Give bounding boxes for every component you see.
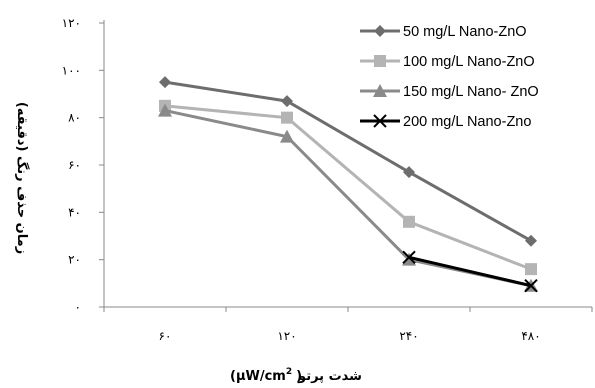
legend: 50 mg/L Nano-ZnO 100 mg/L Nano-ZnO 150 mg/… <box>360 24 539 130</box>
data-point <box>403 215 415 228</box>
legend-item-3: 150 mg/L Nano- ZnO <box>360 84 539 100</box>
y-tick-label: ۰ <box>75 300 81 314</box>
legend-marker <box>373 84 387 97</box>
y-axis-title: زمان حذف رنگ (دقیقه) <box>14 102 30 254</box>
x-marker-stroke <box>402 250 416 265</box>
data-point <box>158 103 172 117</box>
x-axis-title: شدت پرتو <box>297 369 362 384</box>
x-marker-stroke <box>524 278 538 293</box>
data-point <box>402 252 416 266</box>
y-tick-label: ۱۲۰ <box>62 16 81 30</box>
data-point <box>281 111 293 124</box>
data-point <box>403 166 415 179</box>
x-tick-label: ۱۲۰ <box>277 329 296 343</box>
series-line <box>408 255 532 288</box>
series-1 <box>159 76 537 247</box>
legend-item-1: 50 mg/L Nano-ZnO <box>360 24 527 40</box>
x-axis-unit-sup: 2 <box>286 367 292 377</box>
y-tick-label: ۶۰ <box>68 158 81 172</box>
legend-label: 200 mg/L Nano-Zno <box>403 114 531 130</box>
x-axis-unit: (μW/cm2) <box>230 367 302 384</box>
data-point <box>524 278 538 293</box>
y-tick-label: ۸۰ <box>68 111 81 125</box>
series-3 <box>158 103 538 292</box>
series-line <box>164 104 532 271</box>
data-point <box>525 263 537 276</box>
series-2 <box>159 99 537 276</box>
legend-marker <box>374 25 386 37</box>
legend-label: 100 mg/L Nano-ZnO <box>403 54 535 70</box>
data-point <box>525 234 537 247</box>
x-tick-label: ۶۰ <box>159 329 172 343</box>
x-axis-unit-text: (μW/cm <box>230 369 286 384</box>
data-point <box>159 76 171 89</box>
data-point <box>280 129 294 143</box>
plot-area: ۰ ۲۰ ۴۰ ۶۰ ۸۰ ۱۰۰ ۱۲۰ ۶۰ ۱۲۰ ۲۴۰ ۴۸۰ <box>62 16 593 343</box>
x-axis-unit-close: ) <box>296 369 302 384</box>
legend-label: 150 mg/L Nano- ZnO <box>403 84 539 100</box>
legend-marker <box>374 55 386 67</box>
x-tick-label: ۴۸۰ <box>521 329 540 343</box>
y-tick-label: ۲۰ <box>68 253 81 267</box>
series-line <box>164 80 532 243</box>
legend-marker <box>373 114 387 128</box>
legend-label: 50 mg/L Nano-ZnO <box>403 24 527 40</box>
y-tick-label: ۴۰ <box>68 205 81 219</box>
x-marker-stroke <box>373 114 387 128</box>
legend-item-2: 100 mg/L Nano-ZnO <box>360 54 535 70</box>
y-tick-label: ۱۰۰ <box>62 63 81 77</box>
data-point <box>402 250 416 265</box>
data-point <box>281 95 293 108</box>
legend-item-4: 200 mg/L Nano-Zno <box>360 114 531 130</box>
series-4 <box>402 250 538 293</box>
x-tick-label: ۲۴۰ <box>399 329 418 343</box>
